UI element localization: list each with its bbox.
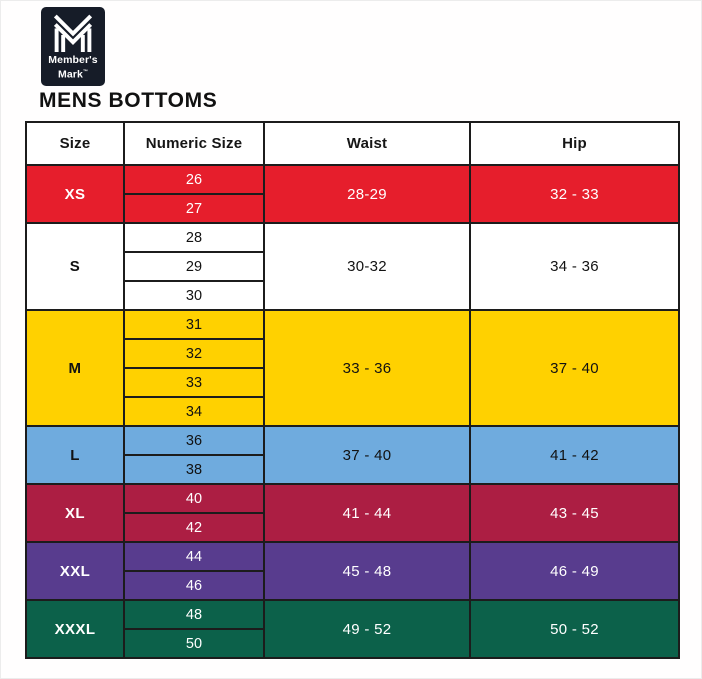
numeric-size-cell: 42 (123, 512, 265, 543)
table-row: 42 (26, 512, 679, 543)
size-cell-s: S (25, 222, 125, 311)
size-cell-xs: XS (25, 164, 125, 224)
size-cell-l: L (25, 425, 125, 485)
table-row: XXL 44 45 - 48 46 - 49 (25, 541, 680, 601)
table-row: 29 (26, 251, 679, 282)
hip-cell-s: 34 - 36 (469, 222, 680, 311)
numeric-size-cell: 26 (123, 164, 265, 195)
hip-cell-xl: 43 - 45 (469, 483, 680, 543)
waist-cell-m: 33 - 36 (263, 309, 471, 427)
table-row: 50 (26, 628, 679, 659)
table-row: XL 40 41 - 44 43 - 45 (25, 483, 680, 543)
numeric-size-cell: 30 (123, 280, 265, 311)
size-cell-xxxl: XXXL (25, 599, 125, 659)
table-row: 38 (26, 454, 679, 485)
table-row: XXXL 48 49 - 52 50 - 52 (25, 599, 680, 659)
trademark-symbol: ™ (82, 68, 89, 75)
hip-cell-xxl: 46 - 49 (469, 541, 680, 601)
numeric-size-cell: 36 (123, 425, 265, 456)
size-cell-xxl: XXL (25, 541, 125, 601)
numeric-size-cell: 28 (123, 222, 265, 253)
numeric-size-cell: 46 (123, 570, 265, 601)
hip-cell-xs: 32 - 33 (469, 164, 680, 224)
numeric-size-cell: 34 (123, 396, 265, 427)
table-row: 46 (26, 570, 679, 601)
table-row: L 36 37 - 40 41 - 42 (25, 425, 680, 485)
numeric-size-cell: 27 (123, 193, 265, 224)
header-row: Size Numeric Size Waist Hip (25, 121, 680, 166)
numeric-size-cell: 44 (123, 541, 265, 572)
numeric-size-cell: 31 (123, 309, 265, 340)
table-row: 34 (26, 396, 679, 427)
waist-cell-xxxl: 49 - 52 (263, 599, 471, 659)
table-row: S 28 30-32 34 - 36 (25, 222, 680, 311)
size-chart-table: Size Numeric Size Waist Hip XS 26 28-29 … (25, 121, 680, 659)
table-row: XS 26 28-29 32 - 33 (25, 164, 680, 224)
numeric-size-cell: 50 (123, 628, 265, 659)
table-row: 32 (26, 338, 679, 369)
table-row: 33 (26, 367, 679, 398)
waist-cell-xl: 41 - 44 (263, 483, 471, 543)
numeric-size-cell: 29 (123, 251, 265, 282)
hip-cell-xxxl: 50 - 52 (469, 599, 680, 659)
table-row: 27 (26, 193, 679, 224)
numeric-size-cell: 32 (123, 338, 265, 369)
hip-cell-m: 37 - 40 (469, 309, 680, 427)
col-header-hip: Hip (469, 121, 680, 166)
table-row: 30 (26, 280, 679, 311)
brand-name: Member's Mark™ (48, 54, 98, 80)
size-cell-xl: XL (25, 483, 125, 543)
numeric-size-cell: 48 (123, 599, 265, 630)
members-mark-m-icon (51, 14, 95, 52)
waist-cell-xs: 28-29 (263, 164, 471, 224)
hip-cell-l: 41 - 42 (469, 425, 680, 485)
table-row: M 31 33 - 36 37 - 40 (25, 309, 680, 427)
numeric-size-cell: 38 (123, 454, 265, 485)
col-header-size: Size (25, 121, 125, 166)
col-header-waist: Waist (263, 121, 471, 166)
members-mark-logo: Member's Mark™ (41, 7, 105, 86)
col-header-numeric-size: Numeric Size (123, 121, 265, 166)
numeric-size-cell: 40 (123, 483, 265, 514)
numeric-size-cell: 33 (123, 367, 265, 398)
size-cell-m: M (25, 309, 125, 427)
waist-cell-xxl: 45 - 48 (263, 541, 471, 601)
waist-cell-l: 37 - 40 (263, 425, 471, 485)
waist-cell-s: 30-32 (263, 222, 471, 311)
page-title: MENS BOTTOMS (39, 89, 218, 112)
